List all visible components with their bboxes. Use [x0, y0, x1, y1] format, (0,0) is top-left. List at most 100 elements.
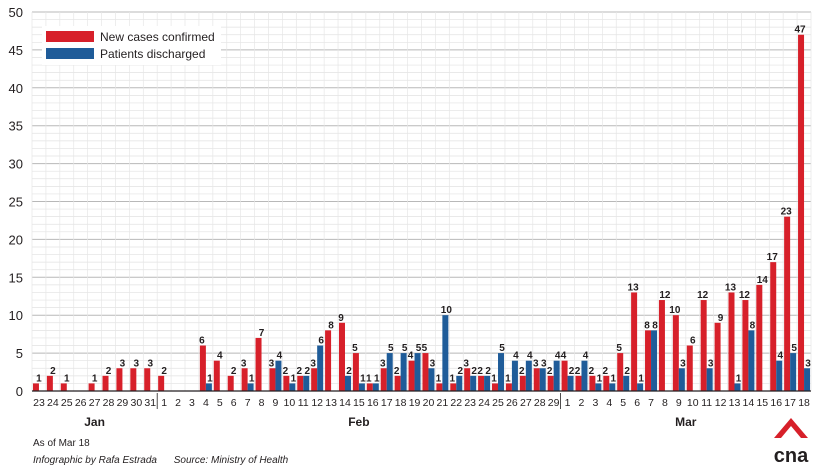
bar-discharged	[386, 353, 393, 391]
bar-new-cases	[658, 300, 665, 391]
bar-discharged	[511, 360, 518, 391]
x-tick-label: 10	[284, 397, 296, 409]
bar-new-cases	[547, 375, 554, 391]
data-label-new-cases: 2	[477, 366, 483, 377]
data-label-new-cases: 1	[92, 373, 98, 384]
bar-new-cases	[505, 383, 512, 391]
bar-new-cases	[533, 368, 540, 391]
x-tick-label: 29	[117, 397, 129, 409]
bar-discharged	[358, 383, 365, 391]
bar-new-cases	[784, 216, 791, 391]
bar-new-cases	[213, 360, 220, 391]
bar-discharged	[400, 353, 407, 391]
data-label-discharged: 2	[485, 366, 491, 377]
data-label-discharged: 3	[805, 358, 811, 369]
x-tick-label: 11	[298, 397, 309, 409]
bar-new-cases	[645, 330, 652, 391]
x-tick-label: 16	[770, 397, 782, 409]
data-label-new-cases: 2	[161, 366, 167, 377]
bar-new-cases	[269, 368, 276, 391]
x-tick-label: 26	[506, 397, 518, 409]
x-tick-label: 6	[231, 397, 237, 409]
bar-discharged	[637, 383, 644, 391]
cna-logo-mark	[774, 418, 808, 438]
x-tick-label: 8	[259, 397, 265, 409]
y-tick-label: 0	[16, 384, 23, 399]
data-label-new-cases: 9	[718, 313, 724, 324]
x-tick-label: 24	[478, 397, 490, 409]
x-tick-label: 5	[217, 397, 223, 409]
data-label-new-cases: 3	[147, 358, 153, 369]
data-label-new-cases: 12	[659, 290, 671, 301]
data-label-discharged: 3	[680, 358, 686, 369]
bar-new-cases	[436, 383, 443, 391]
bar-new-cases	[589, 375, 596, 391]
data-label-new-cases: 2	[575, 366, 581, 377]
bar-new-cases	[199, 345, 206, 391]
data-label-new-cases: 3	[120, 358, 126, 369]
data-label-new-cases: 3	[533, 358, 539, 369]
data-label-discharged: 2	[304, 366, 310, 377]
legend-item-discharged: Patients discharged	[46, 45, 215, 62]
bar-new-cases	[366, 383, 373, 391]
bar-discharged	[344, 375, 351, 391]
cna-logo-text: cna	[774, 445, 809, 466]
data-label-new-cases: 3	[269, 358, 275, 369]
footer-credits: Infographic by Rafa Estrada Source: Mini…	[33, 455, 288, 466]
bar-discharged	[790, 353, 797, 391]
x-tick-label: 15	[756, 397, 768, 409]
data-label-discharged: 4	[527, 351, 533, 362]
footer-credit: Infographic by Rafa Estrada	[33, 455, 157, 466]
data-label-discharged: 2	[624, 366, 630, 377]
data-label-new-cases: 2	[589, 366, 595, 377]
x-tick-label: 18	[395, 397, 407, 409]
x-tick-label: 2	[175, 397, 181, 409]
x-tick-label: 16	[367, 397, 379, 409]
data-label-new-cases: 5	[616, 343, 622, 354]
month-label: Jan	[84, 415, 105, 429]
x-tick-label: 23	[33, 397, 45, 409]
data-label-new-cases: 17	[767, 252, 779, 263]
data-label-new-cases: 8	[328, 320, 334, 331]
bar-new-cases	[519, 375, 526, 391]
data-label-discharged: 1	[611, 373, 617, 384]
x-tick-label: 21	[437, 397, 449, 409]
legend-item-new-cases: New cases confirmed	[46, 28, 215, 45]
x-tick-label: 4	[203, 397, 209, 409]
bar-new-cases	[283, 375, 290, 391]
x-tick-label: 24	[47, 397, 59, 409]
data-label-discharged: 1	[736, 373, 742, 384]
bar-new-cases	[478, 375, 485, 391]
data-label-new-cases: 6	[199, 336, 205, 347]
bar-new-cases	[770, 262, 777, 391]
x-tick-label: 20	[423, 397, 435, 409]
bar-new-cases	[561, 360, 568, 391]
bar-discharged	[567, 375, 574, 391]
data-label-discharged: 4	[583, 351, 589, 362]
x-tick-label: 7	[245, 397, 251, 409]
data-label-new-cases: 2	[283, 366, 289, 377]
y-tick-label: 25	[9, 195, 23, 210]
data-label-discharged: 5	[499, 343, 505, 354]
month-label: Mar	[675, 415, 697, 429]
data-label-new-cases: 23	[781, 207, 793, 218]
x-tick-label: 3	[592, 397, 598, 409]
bar-new-cases	[227, 375, 234, 391]
bar-new-cases	[380, 368, 387, 391]
data-label-discharged: 6	[318, 336, 324, 347]
bar-new-cases	[311, 368, 318, 391]
x-tick-label: 2	[579, 397, 585, 409]
bar-discharged	[581, 360, 588, 391]
data-label-new-cases: 3	[241, 358, 247, 369]
data-label-discharged: 4	[513, 351, 519, 362]
data-label-new-cases: 10	[669, 305, 681, 316]
y-tick-label: 5	[16, 346, 23, 361]
data-label-discharged: 4	[277, 351, 283, 362]
x-tick-label: 22	[450, 397, 462, 409]
bar-discharged	[372, 383, 379, 391]
bar-new-cases	[798, 34, 805, 392]
data-label-new-cases: 3	[463, 358, 469, 369]
cna-logo: cna	[774, 418, 809, 466]
data-label-new-cases: 2	[50, 366, 56, 377]
bar-new-cases	[700, 300, 707, 391]
